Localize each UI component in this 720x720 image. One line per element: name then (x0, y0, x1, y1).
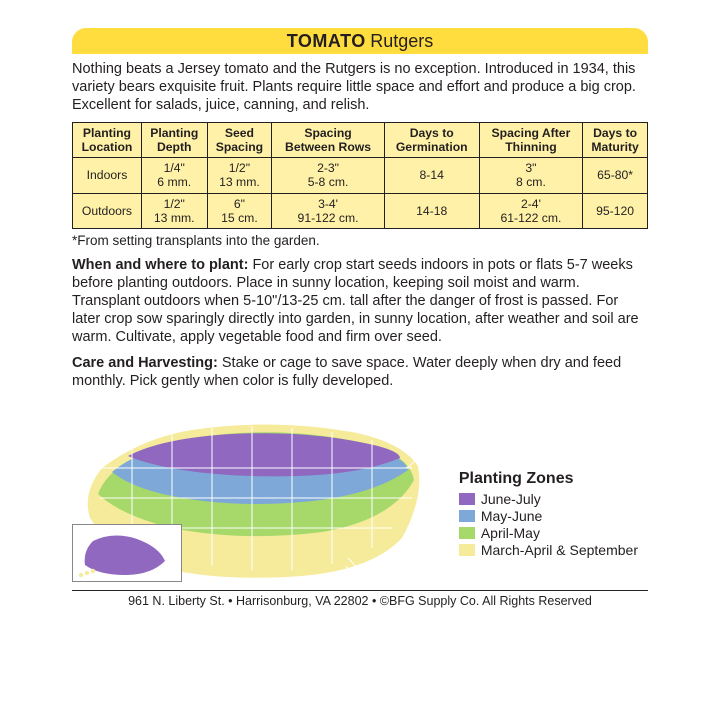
footer: 961 N. Liberty St. • Harrisonburg, VA 22… (72, 590, 648, 608)
table-cell: Indoors (73, 158, 142, 193)
intro-text: Nothing beats a Jersey tomato and the Ru… (72, 60, 648, 114)
table-cell: 95-120 (583, 193, 648, 228)
table-header: Days toGermination (384, 123, 479, 158)
planting-table: PlantingLocationPlantingDepthSeedSpacing… (72, 122, 648, 228)
table-header: Days toMaturity (583, 123, 648, 158)
legend-row: June-July (459, 491, 638, 507)
table-cell: 2-4'61-122 cm. (479, 193, 583, 228)
legend: Planting Zones June-JulyMay-JuneApril-Ma… (459, 470, 638, 559)
legend-label: April-May (481, 525, 540, 541)
legend-label: June-July (481, 491, 541, 507)
table-cell: 1/2"13 mm. (207, 158, 272, 193)
table-cell: 14-18 (384, 193, 479, 228)
legend-label: May-June (481, 508, 542, 524)
legend-swatch (459, 527, 475, 539)
title-bar: TOMATO Rutgers (72, 28, 648, 54)
table-cell: 2-3"5-8 cm. (272, 158, 384, 193)
table-cell: 65-80* (583, 158, 648, 193)
legend-label: March-April & September (481, 542, 638, 558)
table-cell: 3-4'91-122 cm. (272, 193, 384, 228)
table-row: Indoors1/4"6 mm.1/2"13 mm.2-3"5-8 cm.8-1… (73, 158, 648, 193)
table-header: SeedSpacing (207, 123, 272, 158)
section-when-where: When and where to plant: For early crop … (72, 256, 648, 347)
title-variety: Rutgers (370, 31, 433, 51)
table-cell: 1/2"13 mm. (141, 193, 207, 228)
table-header: PlantingDepth (141, 123, 207, 158)
section-title-1: Care and Harvesting: (72, 355, 218, 371)
table-cell: 1/4"6 mm. (141, 158, 207, 193)
inset-ak-hi (72, 524, 182, 582)
legend-title: Planting Zones (459, 470, 638, 488)
legend-row: May-June (459, 508, 638, 524)
section-title-0: When and where to plant: (72, 257, 248, 273)
legend-swatch (459, 510, 475, 522)
table-row: Outdoors1/2"13 mm.6"15 cm.3-4'91-122 cm.… (73, 193, 648, 228)
table-cell: Outdoors (73, 193, 142, 228)
table-cell: 3"8 cm. (479, 158, 583, 193)
legend-swatch (459, 544, 475, 556)
table-cell: 6"15 cm. (207, 193, 272, 228)
footnote: *From setting transplants into the garde… (72, 233, 648, 248)
section-care: Care and Harvesting: Stake or cage to sa… (72, 354, 648, 390)
table-header: SpacingBetween Rows (272, 123, 384, 158)
table-cell: 8-14 (384, 158, 479, 193)
table-header: PlantingLocation (73, 123, 142, 158)
legend-swatch (459, 493, 475, 505)
title-bold: TOMATO (287, 31, 366, 51)
legend-row: March-April & September (459, 542, 638, 558)
map-area: Planting Zones June-JulyMay-JuneApril-Ma… (72, 398, 648, 588)
table-header: Spacing AfterThinning (479, 123, 583, 158)
legend-row: April-May (459, 525, 638, 541)
